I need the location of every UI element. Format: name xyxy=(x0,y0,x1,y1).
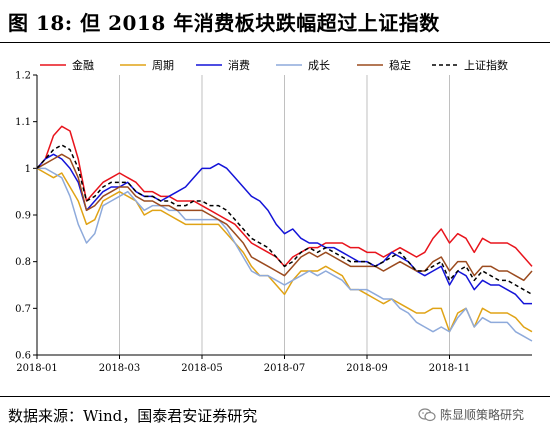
x-tick-label: 2018-07 xyxy=(264,363,306,374)
legend-label-0: 金融 xyxy=(72,58,94,72)
series-line-4 xyxy=(36,153,533,282)
legend-label-3: 成长 xyxy=(308,59,330,72)
bottom-rule xyxy=(0,396,550,397)
grid-layer xyxy=(119,75,450,355)
y-tick-label: 0.7 xyxy=(15,304,31,315)
series-line-3 xyxy=(37,167,533,342)
axis-layer: 2018-01 2018-03 2018-05 2018-07 2018-09 2018-… xyxy=(15,71,532,374)
wechat-icon xyxy=(418,407,436,421)
watermark-text: 陈显顺策略研究 xyxy=(440,408,525,422)
series-line-5 xyxy=(36,144,533,295)
legend-label-4: 稳定 xyxy=(389,58,411,72)
source-note: 数据来源：Wind，国泰君安证券研究 xyxy=(8,407,258,425)
x-tick-label: 2018-03 xyxy=(99,363,141,374)
legend-label-5: 上证指数 xyxy=(464,58,508,72)
x-tick-label: 2018-01 xyxy=(16,363,58,374)
y-tick-label: 0.6 xyxy=(15,351,31,362)
y-tick-label: 0.9 xyxy=(15,211,31,222)
series-layer xyxy=(36,125,533,342)
x-tick-label: 2018-05 xyxy=(181,363,223,374)
legend-label-1: 周期 xyxy=(152,59,174,72)
x-tick-label: 2018-09 xyxy=(346,363,388,374)
top-rule xyxy=(0,42,550,43)
legend-label-2: 消费 xyxy=(228,58,250,72)
watermark: 陈显顺策略研究 xyxy=(418,406,524,423)
line-chart: 2018-01 2018-03 2018-05 2018-07 2018-09 2018-… xyxy=(15,58,533,374)
y-tick-label: 1 xyxy=(25,164,31,175)
figure-title: 图 18: 但 2018 年消费板块跌幅超过上证指数 xyxy=(8,11,440,35)
x-tick-label: 2018-11 xyxy=(429,363,471,374)
y-tick-label: 0.8 xyxy=(15,257,31,268)
y-tick-label: 1.1 xyxy=(15,117,31,128)
chart-legend: 金融 周期 消费 成长 稳定 上证指数 xyxy=(40,58,508,72)
y-tick-label: 1.2 xyxy=(15,71,31,82)
